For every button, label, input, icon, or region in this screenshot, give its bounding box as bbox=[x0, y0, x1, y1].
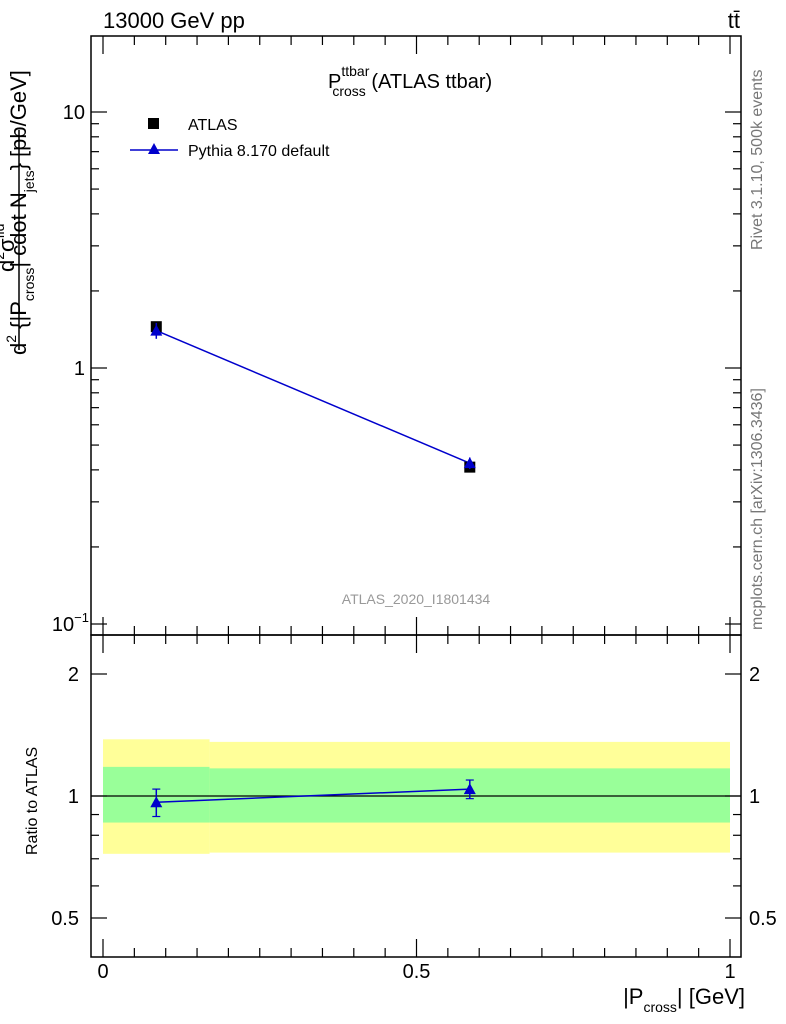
ratio-pythia-point bbox=[150, 796, 163, 808]
svg-text:d2 {|Pcross| cdot Njets} [pb/G: d2 {|Pcross| cdot Njets} [pb/GeV] bbox=[3, 70, 37, 355]
legend-label-pythia: Pythia 8.170 default bbox=[188, 143, 330, 160]
main-ylabel: d2 {|Pcross| cdot Njets} [pb/GeV] bbox=[3, 70, 37, 355]
legend-marker-pythia bbox=[148, 143, 160, 154]
pythia-point bbox=[463, 457, 476, 469]
ratio-y-tick-label-left: 1 bbox=[68, 786, 79, 808]
y-tick-label: 10 bbox=[63, 102, 85, 124]
header-right: tt̄ bbox=[728, 8, 740, 33]
legend-marker-atlas bbox=[148, 118, 159, 129]
ratio-ylabel: Ratio to ATLAS bbox=[24, 747, 41, 855]
ratio-y-tick-label-right: 2 bbox=[749, 664, 760, 686]
ratio-y-tick-label-left: 2 bbox=[68, 664, 79, 686]
y-tick-label-base: 10 bbox=[52, 614, 74, 636]
legend: ATLAS Pythia 8.170 default bbox=[130, 117, 330, 160]
rivet-version: Rivet 3.1.10, 500k events bbox=[749, 69, 766, 250]
pythia-point bbox=[150, 324, 163, 336]
mcplots-credit: mcplots.cern.ch [arXiv:1306.3436] bbox=[749, 388, 766, 630]
main-ylabel-numerator: d2σfid bbox=[0, 224, 19, 272]
ratio-data-layer bbox=[150, 779, 476, 818]
ratio-axis-ticks: 2 2 1 1 0.5 0.5 0 0.5 1 bbox=[51, 635, 777, 983]
analysis-watermark: ATLAS_2020_I1801434 bbox=[342, 591, 491, 607]
main-title: Pttbar cross (ATLAS ttbar) bbox=[328, 63, 492, 99]
ratio-pythia-line bbox=[156, 788, 470, 804]
y-tick-label: 10−1 bbox=[52, 610, 89, 636]
x-tick-label: 1 bbox=[724, 961, 735, 983]
main-data-layer bbox=[150, 321, 476, 473]
y-tick-label-exp: −1 bbox=[74, 610, 89, 625]
x-tick-label: 0 bbox=[97, 961, 108, 983]
legend-label-atlas: ATLAS bbox=[188, 117, 238, 134]
ratio-y-tick-label-left: 0.5 bbox=[51, 908, 79, 930]
ratio-pythia-point bbox=[463, 783, 476, 795]
x-tick-label: 0.5 bbox=[403, 961, 431, 983]
ratio-y-tick-label-right: 0.5 bbox=[749, 908, 777, 930]
ratio-y-tick-label-right: 1 bbox=[749, 786, 760, 808]
y-tick-label: 1 bbox=[74, 358, 85, 380]
ratio-xlabel: |Pcross| [GeV] bbox=[623, 984, 745, 1015]
svg-text:d2σfid: d2σfid bbox=[0, 224, 19, 272]
header-left: 13000 GeV pp bbox=[103, 8, 245, 33]
ratio-panel bbox=[91, 739, 741, 854]
pythia-line bbox=[156, 329, 471, 464]
